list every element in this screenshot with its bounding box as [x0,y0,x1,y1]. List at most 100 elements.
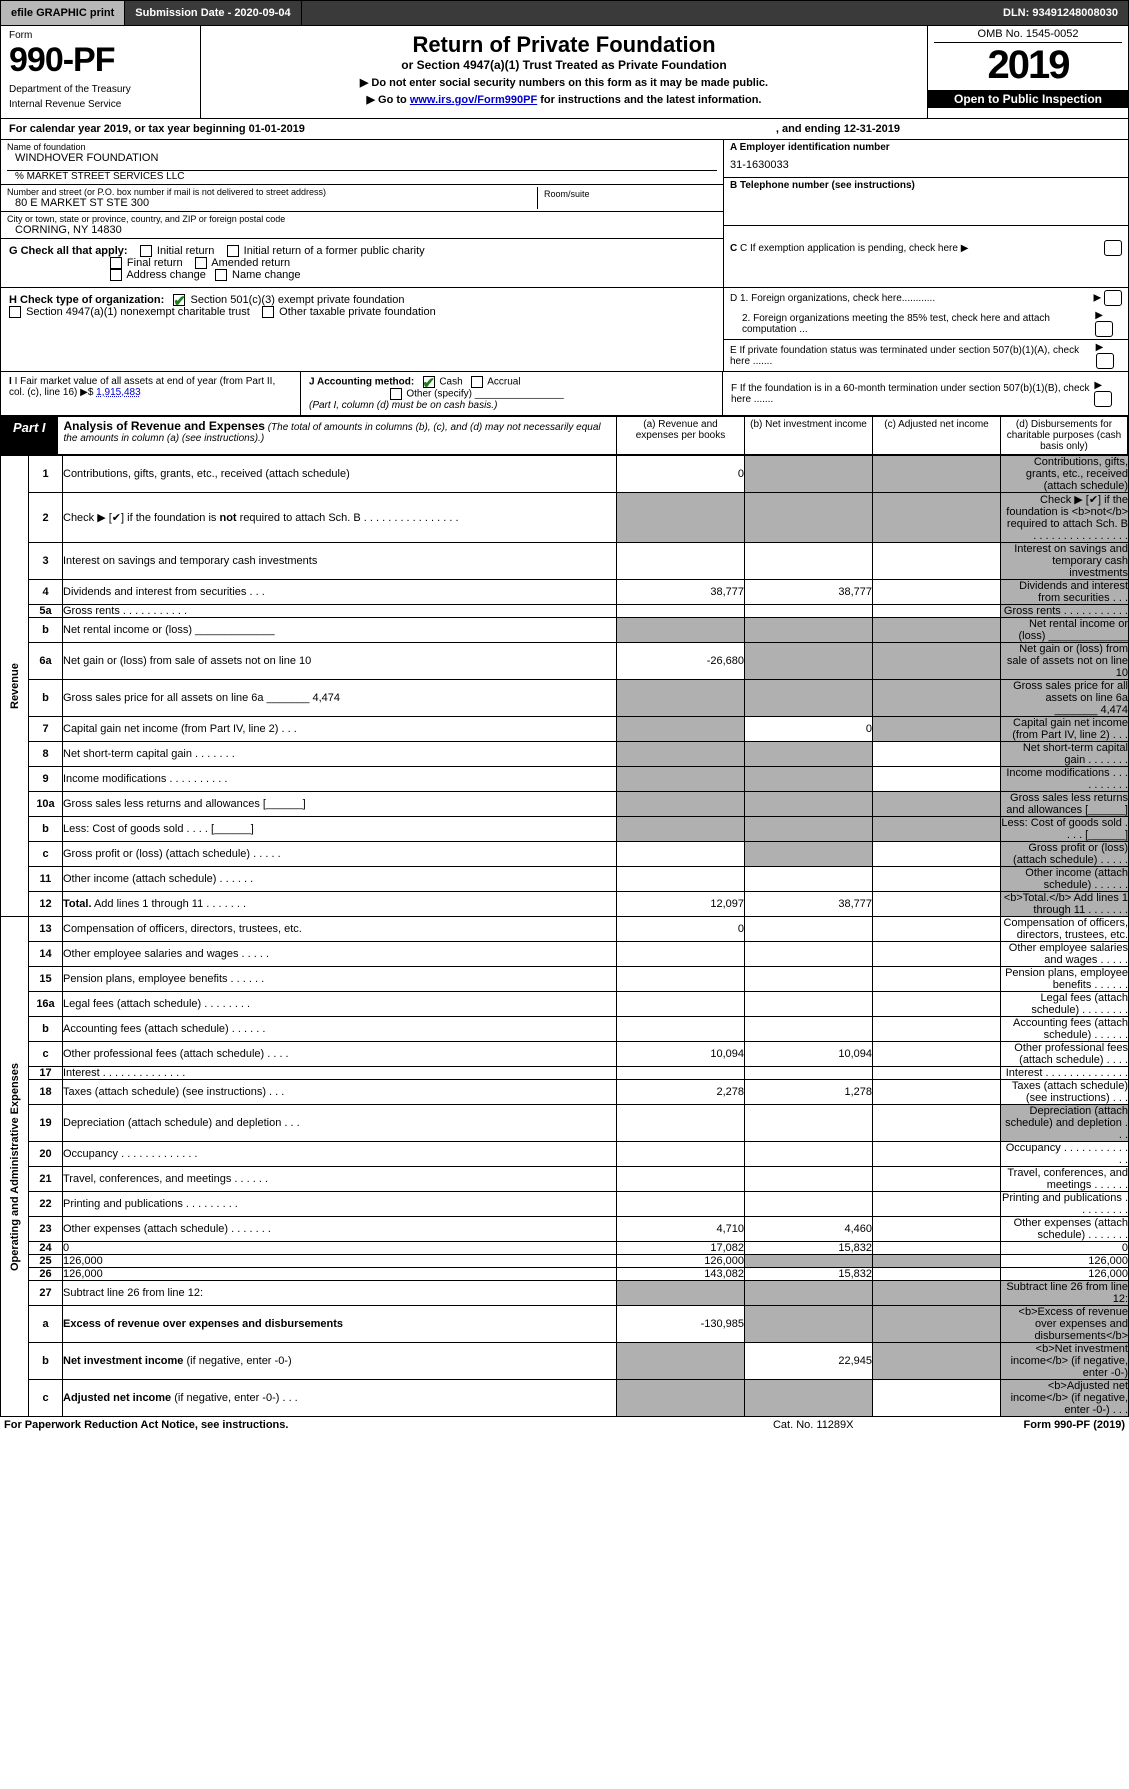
i-j-row: I I Fair market value of all assets at e… [0,372,1129,416]
table-cell: 0 [617,456,745,493]
form-note-1: ▶ Do not enter social security numbers o… [211,76,917,89]
table-row: bNet investment income (if negative, ent… [1,1343,1129,1380]
d2-checkbox[interactable] [1095,321,1113,337]
line-number: 4 [29,580,63,605]
dln-label: DLN: 93491248008030 [993,1,1128,25]
line-number: a [29,1306,63,1343]
table-cell [745,1105,873,1142]
table-cell [873,1105,1001,1142]
j-cash-checkbox[interactable] [423,376,435,388]
table-cell: 10,094 [617,1042,745,1067]
table-cell: 38,777 [745,892,873,917]
table-row: 7Capital gain net income (from Part IV, … [1,717,1129,742]
h-checks: H Check type of organization: Section 50… [1,288,723,371]
toolbar-spacer [302,1,993,25]
j-accrual-checkbox[interactable] [471,376,483,388]
c-checkbox[interactable] [1104,240,1122,256]
table-cell: Income modifications . . . . . . . . . . [1001,767,1129,792]
name-change-checkbox[interactable] [215,269,227,281]
line-description: Capital gain net income (from Part IV, l… [63,717,617,742]
efile-print-button[interactable]: efile GRAPHIC print [1,1,125,25]
table-cell [617,742,745,767]
table-cell [873,1192,1001,1217]
table-cell [617,1281,745,1306]
top-toolbar: efile GRAPHIC print Submission Date - 20… [0,0,1129,26]
table-cell [617,605,745,618]
table-row: 6aNet gain or (loss) from sale of assets… [1,643,1129,680]
table-cell: 10,094 [745,1042,873,1067]
table-cell: Net short-term capital gain . . . . . . … [1001,742,1129,767]
line-description: 126,000 [63,1268,617,1281]
table-cell: Capital gain net income (from Part IV, l… [1001,717,1129,742]
table-cell [745,792,873,817]
omb-number: OMB No. 1545-0052 [934,28,1122,43]
table-cell: <b>Total.</b> Add lines 1 through 11 . .… [1001,892,1129,917]
form-id-box: Form 990-PF Department of the Treasury I… [1,26,201,118]
line-number: 22 [29,1192,63,1217]
line-number: 8 [29,742,63,767]
table-cell [617,717,745,742]
ein-cell: A Employer identification number 31-1630… [724,140,1128,178]
h-4947-checkbox[interactable] [9,306,21,318]
line-description: Excess of revenue over expenses and disb… [63,1306,617,1343]
amended-checkbox[interactable] [195,257,207,269]
line-number: 14 [29,942,63,967]
table-cell: Legal fees (attach schedule) . . . . . .… [1001,992,1129,1017]
table-cell [873,967,1001,992]
address-change-checkbox[interactable] [110,269,122,281]
g-checks-row: G Check all that apply: Initial return I… [1,239,723,287]
table-cell: Other expenses (attach schedule) . . . .… [1001,1217,1129,1242]
d1-checkbox[interactable] [1104,290,1122,306]
table-cell [873,1167,1001,1192]
table-cell [745,842,873,867]
table-cell [617,1380,745,1417]
g-opt-3: Amended return [211,257,290,269]
table-cell: <b>Adjusted net income</b> (if negative,… [1001,1380,1129,1417]
j-other-checkbox[interactable] [390,388,402,400]
table-cell [873,867,1001,892]
dept-treasury: Department of the Treasury [9,84,192,95]
initial-former-checkbox[interactable] [227,245,239,257]
room-cell: Room/suite [537,187,717,209]
table-cell [745,942,873,967]
table-cell: -130,985 [617,1306,745,1343]
line-number: b [29,817,63,842]
table-cell: Contributions, gifts, grants, etc., rece… [1001,456,1129,493]
h-opt-2: Section 4947(a)(1) nonexempt charitable … [26,306,250,318]
table-row: Operating and Administrative Expenses13C… [1,917,1129,942]
table-cell: Gross profit or (loss) (attach schedule)… [1001,842,1129,867]
table-cell: Compensation of officers, directors, tru… [1001,917,1129,942]
j-cash: Cash [439,377,462,388]
h-501c3-checkbox[interactable] [173,294,185,306]
city-cell: City or town, state or province, country… [1,212,723,239]
foundation-name-cell: Name of foundation WINDHOVER FOUNDATION … [1,140,723,185]
e-checkbox[interactable] [1096,353,1114,369]
table-cell [745,917,873,942]
final-return-checkbox[interactable] [110,257,122,269]
f-checkbox[interactable] [1094,391,1112,407]
tax-year: 2019 [934,43,1122,88]
table-cell [617,867,745,892]
table-row: cAdjusted net income (if negative, enter… [1,1380,1129,1417]
initial-return-checkbox[interactable] [140,245,152,257]
form-label: Form [9,30,192,41]
table-cell [873,917,1001,942]
table-cell [873,1255,1001,1268]
table-cell [873,1242,1001,1255]
irs-link[interactable]: www.irs.gov/Form990PF [410,94,537,106]
line-number: 16a [29,992,63,1017]
line-number: c [29,842,63,867]
table-cell: Other employee salaries and wages . . . … [1001,942,1129,967]
line-number: c [29,1042,63,1067]
h-other-checkbox[interactable] [262,306,274,318]
table-cell [745,680,873,717]
table-cell: Printing and publications . . . . . . . … [1001,1192,1129,1217]
submission-date-button[interactable]: Submission Date - 2020-09-04 [125,1,301,25]
line-number: b [29,1343,63,1380]
table-row: 3Interest on savings and temporary cash … [1,543,1129,580]
line-number: 1 [29,456,63,493]
table-cell [745,867,873,892]
table-cell [617,1192,745,1217]
g-opt-1: Initial return of a former public charit… [244,245,425,257]
table-cell [873,1343,1001,1380]
